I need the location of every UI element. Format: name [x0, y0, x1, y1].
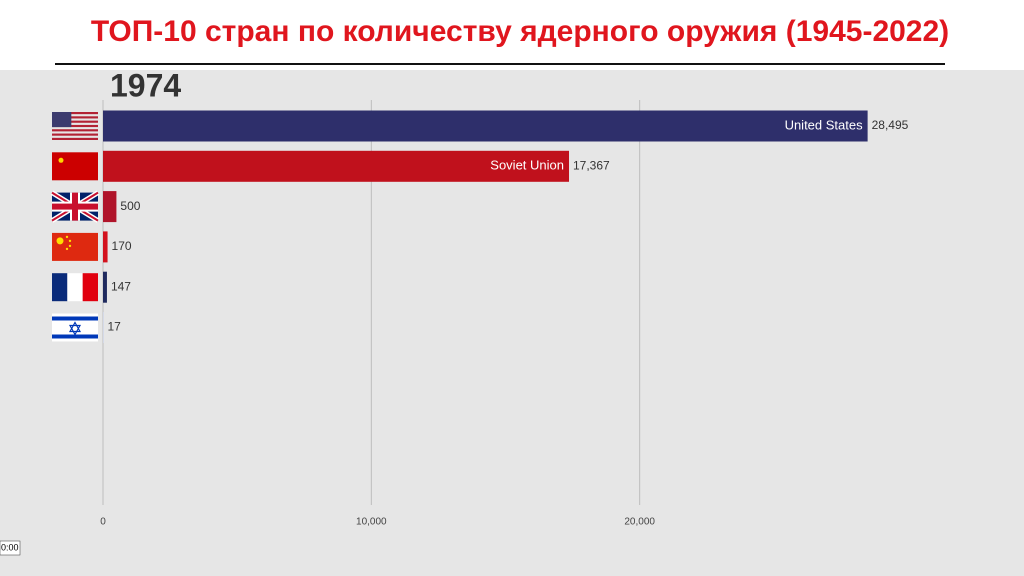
flag-stripe	[52, 116, 98, 119]
timestamp-box	[0, 540, 21, 556]
flag-stripe	[52, 124, 98, 128]
flag-star	[65, 247, 69, 251]
bar	[103, 271, 107, 303]
flag-stripe	[52, 112, 98, 115]
flag-emblem	[58, 157, 64, 163]
value-label: 28,495	[872, 118, 909, 132]
year-label: 1974	[110, 67, 181, 103]
flag-band	[67, 273, 83, 302]
flag	[50, 190, 100, 223]
x-tick-label: 10,000	[356, 517, 387, 528]
bar	[103, 191, 117, 223]
flag-field	[52, 232, 98, 261]
bar-label: United States	[785, 117, 864, 132]
bar	[103, 231, 108, 263]
flag-stripe	[52, 133, 98, 136]
flag-star	[56, 237, 64, 245]
value-label: 17,367	[573, 158, 610, 172]
chart-title: ТОП-10 стран по количеству ядерного оруж…	[91, 15, 949, 48]
flags	[50, 112, 100, 342]
x-tick-label: 20,000	[624, 517, 655, 528]
flag-stripe	[52, 137, 98, 140]
flag-field	[52, 152, 98, 181]
flag-star	[68, 324, 82, 336]
flag-stripe	[52, 334, 98, 339]
flag-stripe	[52, 120, 98, 123]
x-tick-label: 0	[100, 517, 106, 528]
bar	[103, 150, 570, 182]
value-label: 17	[107, 320, 121, 334]
value-label: 500	[120, 199, 140, 213]
flag-band	[82, 273, 98, 302]
flag-cross	[52, 203, 98, 210]
flag-star	[68, 239, 72, 243]
flag	[52, 112, 98, 140]
flag	[52, 313, 98, 342]
value-label: 170	[112, 239, 132, 253]
flag-star	[68, 321, 82, 333]
flag	[52, 152, 98, 181]
bars: United States 28,495 Soviet Union 17,367 500…	[103, 110, 909, 343]
flag-stripe	[52, 316, 98, 321]
timestamp: 0:00	[1, 542, 19, 552]
value-label: 147	[111, 279, 131, 293]
bar	[103, 110, 868, 142]
flag-band	[52, 273, 68, 302]
flag-stripe	[52, 129, 98, 132]
bar-label: Soviet Union	[490, 158, 564, 173]
flag-star	[68, 244, 72, 248]
flag-star	[65, 235, 69, 239]
flag	[52, 273, 98, 302]
flag	[52, 232, 98, 261]
header	[0, 0, 1024, 70]
flag-canton	[52, 112, 72, 128]
